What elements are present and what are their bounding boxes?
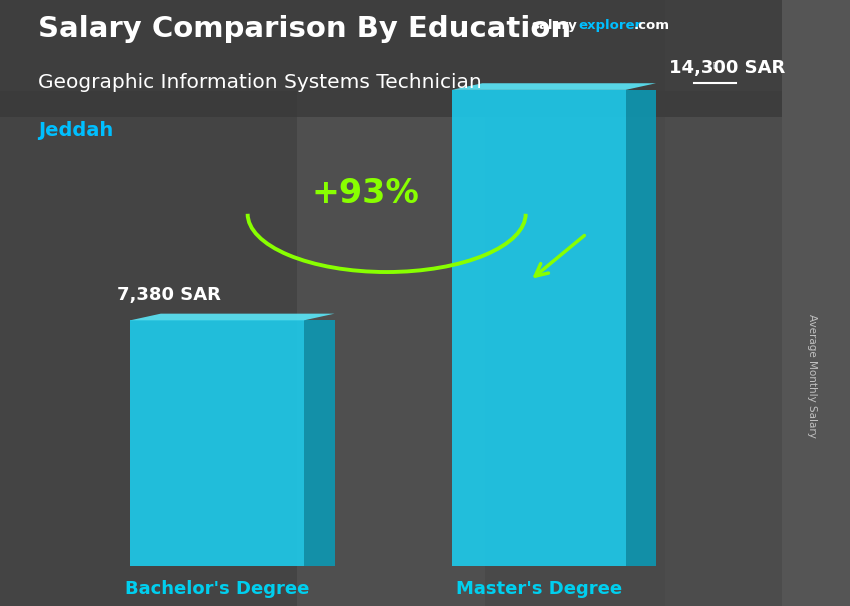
Text: Salary Comparison By Education: Salary Comparison By Education bbox=[38, 15, 571, 43]
Text: +93%: +93% bbox=[311, 178, 419, 210]
Bar bbox=[452, 90, 626, 566]
Text: salary: salary bbox=[531, 19, 577, 32]
Text: explorer: explorer bbox=[578, 19, 641, 32]
Text: Average Monthly Salary: Average Monthly Salary bbox=[807, 314, 817, 438]
Text: 14,300 SAR: 14,300 SAR bbox=[669, 59, 785, 76]
Text: Geographic Information Systems Technician: Geographic Information Systems Technicia… bbox=[38, 73, 482, 92]
Text: Master's Degree: Master's Degree bbox=[456, 581, 621, 598]
FancyBboxPatch shape bbox=[0, 0, 782, 116]
Text: ﷽: ﷽ bbox=[712, 61, 717, 68]
Text: 7,380 SAR: 7,380 SAR bbox=[117, 285, 221, 304]
Text: Bachelor's Degree: Bachelor's Degree bbox=[125, 581, 309, 598]
Text: Jeddah: Jeddah bbox=[38, 121, 114, 140]
Text: .com: .com bbox=[633, 19, 669, 32]
Polygon shape bbox=[130, 314, 335, 321]
FancyBboxPatch shape bbox=[298, 91, 484, 606]
Polygon shape bbox=[626, 90, 656, 566]
FancyBboxPatch shape bbox=[0, 0, 665, 606]
Bar bbox=[130, 321, 304, 566]
Polygon shape bbox=[452, 83, 656, 90]
Polygon shape bbox=[304, 321, 335, 566]
FancyBboxPatch shape bbox=[0, 91, 298, 606]
FancyBboxPatch shape bbox=[484, 91, 782, 606]
